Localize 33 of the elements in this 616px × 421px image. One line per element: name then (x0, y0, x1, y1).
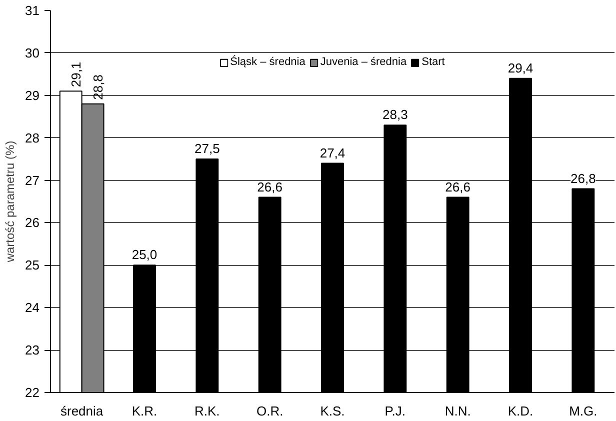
data-label: 27,5 (194, 141, 220, 156)
data-label: 27,4 (320, 145, 346, 160)
y-tick-label: 26 (25, 215, 40, 230)
x-tick-label: K.S. (320, 404, 345, 418)
x-tick-label: K.R. (132, 404, 158, 418)
y-tick-label: 24 (25, 300, 40, 316)
x-tick-label: M.G. (569, 404, 598, 418)
data-label: 29,4 (508, 60, 534, 76)
y-tick-label: 28 (25, 130, 40, 146)
legend-label: Start (422, 56, 445, 68)
x-tick-label: R.K. (194, 404, 220, 418)
x-tick-label: średnia (60, 404, 104, 418)
y-tick-label: 25 (25, 258, 40, 273)
y-tick-label: 30 (25, 45, 40, 60)
data-label: 25,0 (132, 247, 158, 262)
legend-label: Juvenia – średnia (320, 56, 407, 68)
legend-label: Śląsk – średnia (230, 56, 306, 68)
x-tick-label: O.R. (256, 404, 284, 418)
data-label: 29,1 (68, 62, 84, 88)
data-label: 26,8 (570, 170, 596, 186)
data-label: 26,6 (257, 179, 282, 194)
y-tick-label: 29 (25, 88, 40, 103)
data-label: 28,3 (382, 107, 408, 122)
y-tick-label: 27 (25, 172, 40, 188)
data-label: 26,6 (445, 179, 470, 194)
x-tick-label: N.N. (444, 404, 471, 418)
x-tick-label: P.J. (384, 404, 406, 418)
x-tick-label: K.D. (508, 404, 534, 418)
data-label: 28,8 (90, 74, 106, 100)
y-tick-label: 23 (25, 342, 40, 358)
y-tick-label: 31 (25, 3, 40, 18)
y-tick-label: 22 (25, 385, 40, 400)
y-axis-title: wartość parametru (%) (3, 140, 18, 264)
